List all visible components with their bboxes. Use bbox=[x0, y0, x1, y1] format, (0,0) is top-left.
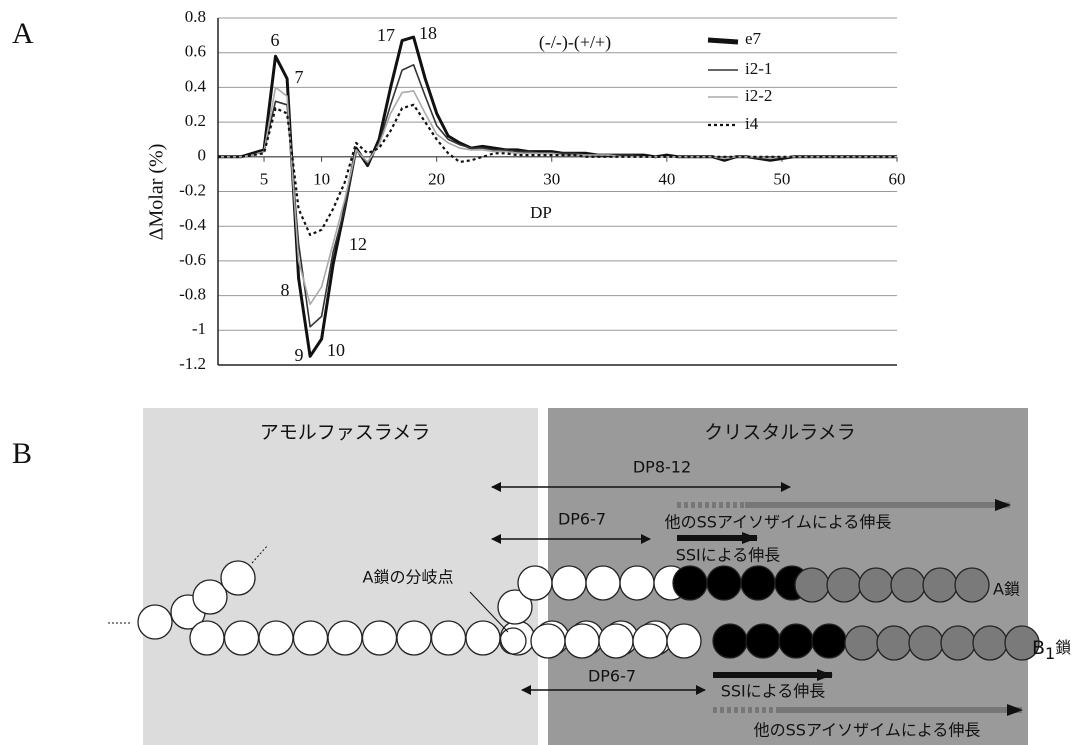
y-tick-label: 0 bbox=[198, 146, 207, 165]
residue bbox=[190, 621, 224, 655]
range-label: DP8-12 bbox=[633, 458, 691, 477]
residue bbox=[707, 566, 741, 600]
y-tick-label: 0.2 bbox=[185, 111, 206, 130]
chain-label: B1鎖 bbox=[1032, 637, 1071, 663]
annotation: 8 bbox=[281, 280, 290, 300]
x-tick-label: 50 bbox=[773, 170, 790, 189]
diagram: アモルファスラメラ クリスタルラメラ DP8-12 他のSSアイソザイムによる伸… bbox=[108, 408, 1071, 745]
residue bbox=[531, 624, 565, 658]
residue bbox=[827, 568, 861, 602]
residue bbox=[138, 605, 172, 639]
chain-label-base: B bbox=[1032, 637, 1045, 659]
x-tick-label: 20 bbox=[428, 170, 445, 189]
residue bbox=[923, 568, 957, 602]
region-label: クリスタルラメラ bbox=[704, 422, 855, 444]
legend-label: i2-2 bbox=[745, 86, 772, 105]
y-tick-label: -0.6 bbox=[179, 250, 206, 269]
residue bbox=[877, 626, 911, 660]
x-axis-label: DP bbox=[530, 203, 552, 222]
series-line bbox=[218, 87, 897, 304]
residue bbox=[518, 566, 552, 600]
residue bbox=[259, 621, 293, 655]
annotation: 12 bbox=[349, 234, 367, 254]
residue bbox=[973, 626, 1007, 660]
figure: A B DP ΔMolar (%) アモルファスラメラ クリスタルラメラ DP8… bbox=[0, 0, 1085, 745]
residue bbox=[586, 566, 620, 600]
residue bbox=[941, 626, 975, 660]
x-tick-label: 10 bbox=[313, 170, 330, 189]
residue bbox=[955, 568, 989, 602]
residue bbox=[501, 621, 535, 655]
annotation: 6 bbox=[271, 30, 280, 50]
y-tick-label: -0.2 bbox=[179, 180, 206, 199]
residue bbox=[779, 624, 813, 658]
panel-label: B bbox=[12, 437, 32, 470]
residue bbox=[633, 624, 667, 658]
residue bbox=[363, 621, 397, 655]
y-axis-label: ΔMolar (%) bbox=[146, 144, 168, 241]
annotation: 9 bbox=[295, 345, 304, 365]
residue bbox=[746, 624, 780, 658]
residue bbox=[294, 621, 328, 655]
residue bbox=[741, 566, 775, 600]
residue bbox=[432, 621, 466, 655]
annotation: 10 bbox=[327, 340, 345, 360]
chain-label-subscript: 1 bbox=[1045, 644, 1055, 663]
x-tick-label: 30 bbox=[543, 170, 560, 189]
residue bbox=[667, 624, 701, 658]
residue bbox=[225, 621, 259, 655]
chain-label-suffix: 鎖 bbox=[1055, 638, 1071, 657]
residue bbox=[466, 621, 500, 655]
legend-swatch bbox=[708, 40, 738, 42]
legend-label: i2-1 bbox=[745, 59, 772, 78]
y-tick-label: 0.6 bbox=[185, 42, 206, 61]
y-tick-label: 0.4 bbox=[185, 76, 207, 95]
residue bbox=[552, 566, 586, 600]
residue bbox=[599, 624, 633, 658]
residue bbox=[812, 624, 846, 658]
panel-label: A bbox=[12, 17, 34, 50]
y-tick-label: 0.8 bbox=[185, 7, 206, 26]
y-tick-label: -0.4 bbox=[179, 215, 206, 234]
series-line bbox=[218, 65, 897, 327]
residue bbox=[620, 566, 654, 600]
residue bbox=[891, 568, 925, 602]
annotation: 7 bbox=[295, 67, 304, 87]
x-tick-label: 60 bbox=[889, 170, 906, 189]
residue bbox=[565, 624, 599, 658]
legend-label: i4 bbox=[745, 114, 759, 133]
range-label: DP6-7 bbox=[558, 510, 606, 529]
elongation-label: 他のSSアイソザイムによる伸長 bbox=[754, 721, 981, 740]
y-tick-label: -1.2 bbox=[179, 354, 206, 373]
annotation: 18 bbox=[419, 23, 437, 43]
x-tick-label: 5 bbox=[260, 170, 269, 189]
region-label: アモルファスラメラ bbox=[260, 422, 430, 444]
amorphous-region bbox=[143, 408, 538, 745]
residue bbox=[713, 624, 747, 658]
residue bbox=[909, 626, 943, 660]
residue bbox=[328, 621, 362, 655]
annotation: 17 bbox=[377, 25, 395, 45]
residue bbox=[859, 568, 893, 602]
residue bbox=[221, 561, 255, 595]
residue bbox=[845, 626, 879, 660]
x-tick-label: 40 bbox=[658, 170, 675, 189]
legend-label: e7 bbox=[745, 29, 762, 48]
series-line bbox=[218, 37, 897, 356]
chain-label: A鎖 bbox=[993, 580, 1020, 599]
y-tick-label: -0.8 bbox=[179, 285, 206, 304]
residue bbox=[795, 568, 829, 602]
elongation-label: 他のSSアイソザイムによる伸長 bbox=[665, 513, 892, 532]
annotation: (-/-)-(+/+) bbox=[539, 32, 611, 53]
elongation-label: SSIによる伸長 bbox=[721, 682, 826, 701]
branch-label: A鎖の分岐点 bbox=[363, 568, 454, 587]
residue bbox=[397, 621, 431, 655]
y-tick-label: -1 bbox=[192, 319, 206, 338]
residue bbox=[673, 566, 707, 600]
range-label: DP6-7 bbox=[588, 667, 636, 686]
elongation-label: SSIによる伸長 bbox=[676, 546, 781, 565]
